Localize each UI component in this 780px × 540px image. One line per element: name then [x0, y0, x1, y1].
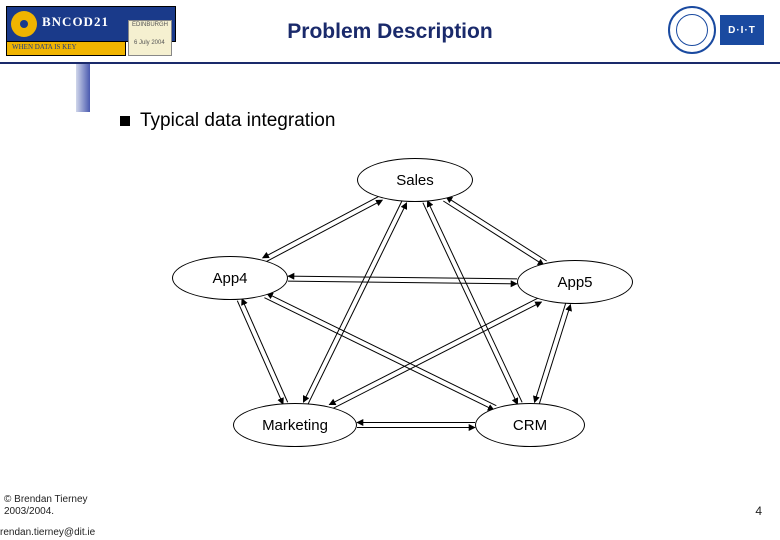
copyright: © Brendan Tierney 2003/2004. — [4, 494, 88, 518]
diagram-edge — [539, 305, 570, 404]
page-number: 4 — [755, 504, 762, 518]
diagram-edge — [308, 203, 407, 405]
copyright-line1: © Brendan Tierney — [4, 494, 88, 506]
page-title: Problem Description — [0, 20, 780, 44]
sidebar-accent — [76, 64, 90, 112]
diagram-node-app5: App5 — [517, 260, 633, 304]
footer-email: rendan.tierney@dit.ie — [0, 527, 95, 538]
diagram-edge — [446, 197, 547, 261]
diagram-edge — [263, 196, 380, 258]
diagram-node-marketing: Marketing — [233, 403, 357, 447]
dit-badge: D·I·T — [720, 15, 764, 45]
diagram-edge — [242, 299, 288, 403]
diagram-edge — [303, 201, 402, 403]
integration-diagram: Sales App4 App5 Marketing CRM — [120, 150, 680, 470]
logo-dit: D·I·T — [668, 4, 768, 56]
diagram-node-crm: CRM — [475, 403, 585, 447]
diagram-edge — [237, 301, 283, 405]
diagram-edge — [329, 297, 539, 404]
diagram-edge — [443, 201, 544, 265]
diagram-edge — [288, 281, 517, 284]
logo-tagline: WHEN DATA IS KEY — [12, 43, 77, 51]
slide: BNCOD21 WHEN DATA IS KEY EDINBURGH 6 Jul… — [0, 0, 780, 540]
diagram-edge — [267, 293, 497, 406]
bullet-text: Typical data integration — [140, 110, 335, 132]
header: BNCOD21 WHEN DATA IS KEY EDINBURGH 6 Jul… — [0, 0, 780, 64]
dit-text: D·I·T — [728, 25, 756, 36]
copyright-line2: 2003/2004. — [4, 506, 88, 518]
diagram-edge — [332, 302, 542, 409]
seal-icon — [668, 6, 716, 54]
diagram-edge — [427, 201, 522, 403]
diagram-edge — [534, 303, 565, 402]
diagram-node-app4: App4 — [172, 256, 288, 300]
diagram-node-sales: Sales — [357, 158, 473, 202]
diagram-edge — [264, 298, 494, 411]
bullet-square-icon — [120, 116, 130, 126]
diagram-edge — [288, 276, 517, 279]
bullet-row: Typical data integration — [120, 110, 335, 132]
diagram-edge — [265, 200, 382, 262]
